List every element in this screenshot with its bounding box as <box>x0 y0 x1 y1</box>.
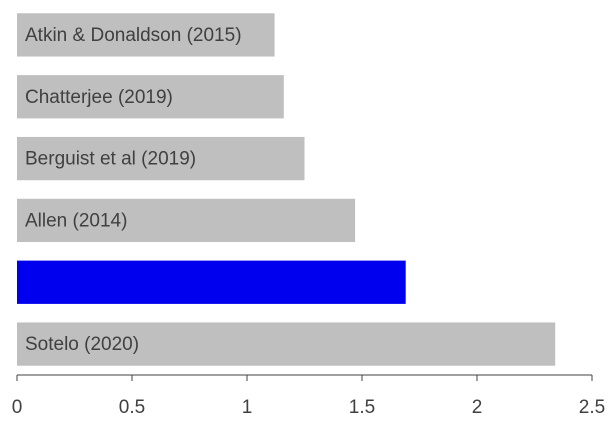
x-tick-label: 1 <box>242 397 253 418</box>
bar <box>17 198 356 243</box>
bar-label: Chatterjee (2019) <box>25 87 173 108</box>
bar <box>17 75 284 119</box>
bar-label: Sotelo (2020) <box>25 334 139 355</box>
x-tick-label: 2.5 <box>579 397 605 418</box>
bar <box>17 136 305 181</box>
bar <box>17 260 406 304</box>
x-tick-label: 2 <box>472 397 483 418</box>
bar-label: Atkin & Donaldson (2015) <box>25 25 242 46</box>
x-tick-label: 1.5 <box>349 397 375 418</box>
bar <box>17 322 556 366</box>
x-tick-label: 0 <box>12 397 23 418</box>
bar-label: Berguist et al (2019) <box>25 149 196 170</box>
x-tick-label: 0.5 <box>119 397 145 418</box>
bar <box>17 13 275 57</box>
bar-label: Allen (2014) <box>25 210 127 231</box>
